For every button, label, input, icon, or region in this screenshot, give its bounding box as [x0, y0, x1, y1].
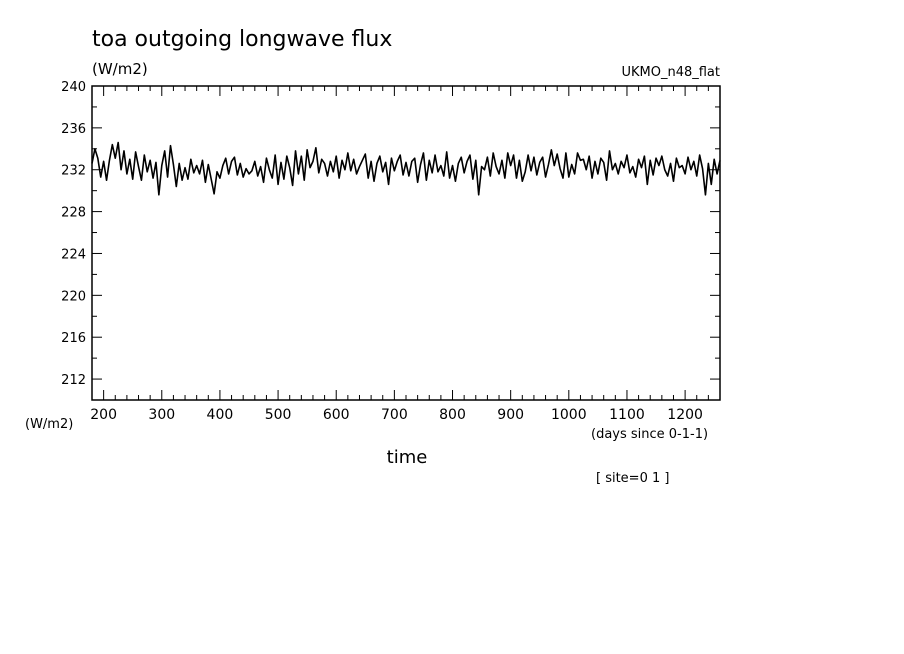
model-label: UKMO_n48_flat — [621, 65, 720, 80]
y-tick-label: 212 — [61, 373, 86, 388]
x-tick-label: 300 — [148, 407, 175, 423]
x-tick-label: 800 — [439, 407, 466, 423]
y-tick-label: 236 — [61, 122, 86, 137]
y-tick-label: 224 — [61, 247, 86, 262]
x-tick-label: 1200 — [667, 407, 703, 423]
x-axis-units-label: (days since 0-1-1) — [591, 427, 708, 442]
x-tick-label: 500 — [265, 407, 292, 423]
site-label: [ site=0 1 ] — [596, 471, 669, 486]
x-tick-label: 200 — [90, 407, 117, 423]
x-tick-label: 1100 — [609, 407, 645, 423]
chart-title: toa outgoing longwave flux — [92, 27, 392, 52]
x-axis-label: time — [387, 447, 428, 468]
y-tick-label: 240 — [61, 80, 86, 95]
y-tick-label: 220 — [61, 289, 86, 304]
x-tick-label: 1000 — [551, 407, 587, 423]
y-axis-units-label: (W/m2) — [25, 417, 73, 432]
plot-frame — [91, 85, 721, 401]
series-line — [91, 141, 721, 196]
units-label: (W/m2) — [92, 60, 148, 78]
y-tick-label: 216 — [61, 331, 86, 346]
x-tick-label: 600 — [323, 407, 350, 423]
y-tick-label: 232 — [61, 164, 86, 179]
y-tick-label: 228 — [61, 206, 86, 221]
x-ticks: 200 300 400 500 600 700 800 900 1000 1100 1200 — [90, 86, 721, 423]
x-tick-label: 900 — [497, 407, 524, 423]
y-ticks: 212 216 220 224 228 232 236 240 — [61, 80, 720, 401]
x-tick-label: 400 — [207, 407, 234, 423]
x-tick-label: 700 — [381, 407, 408, 423]
